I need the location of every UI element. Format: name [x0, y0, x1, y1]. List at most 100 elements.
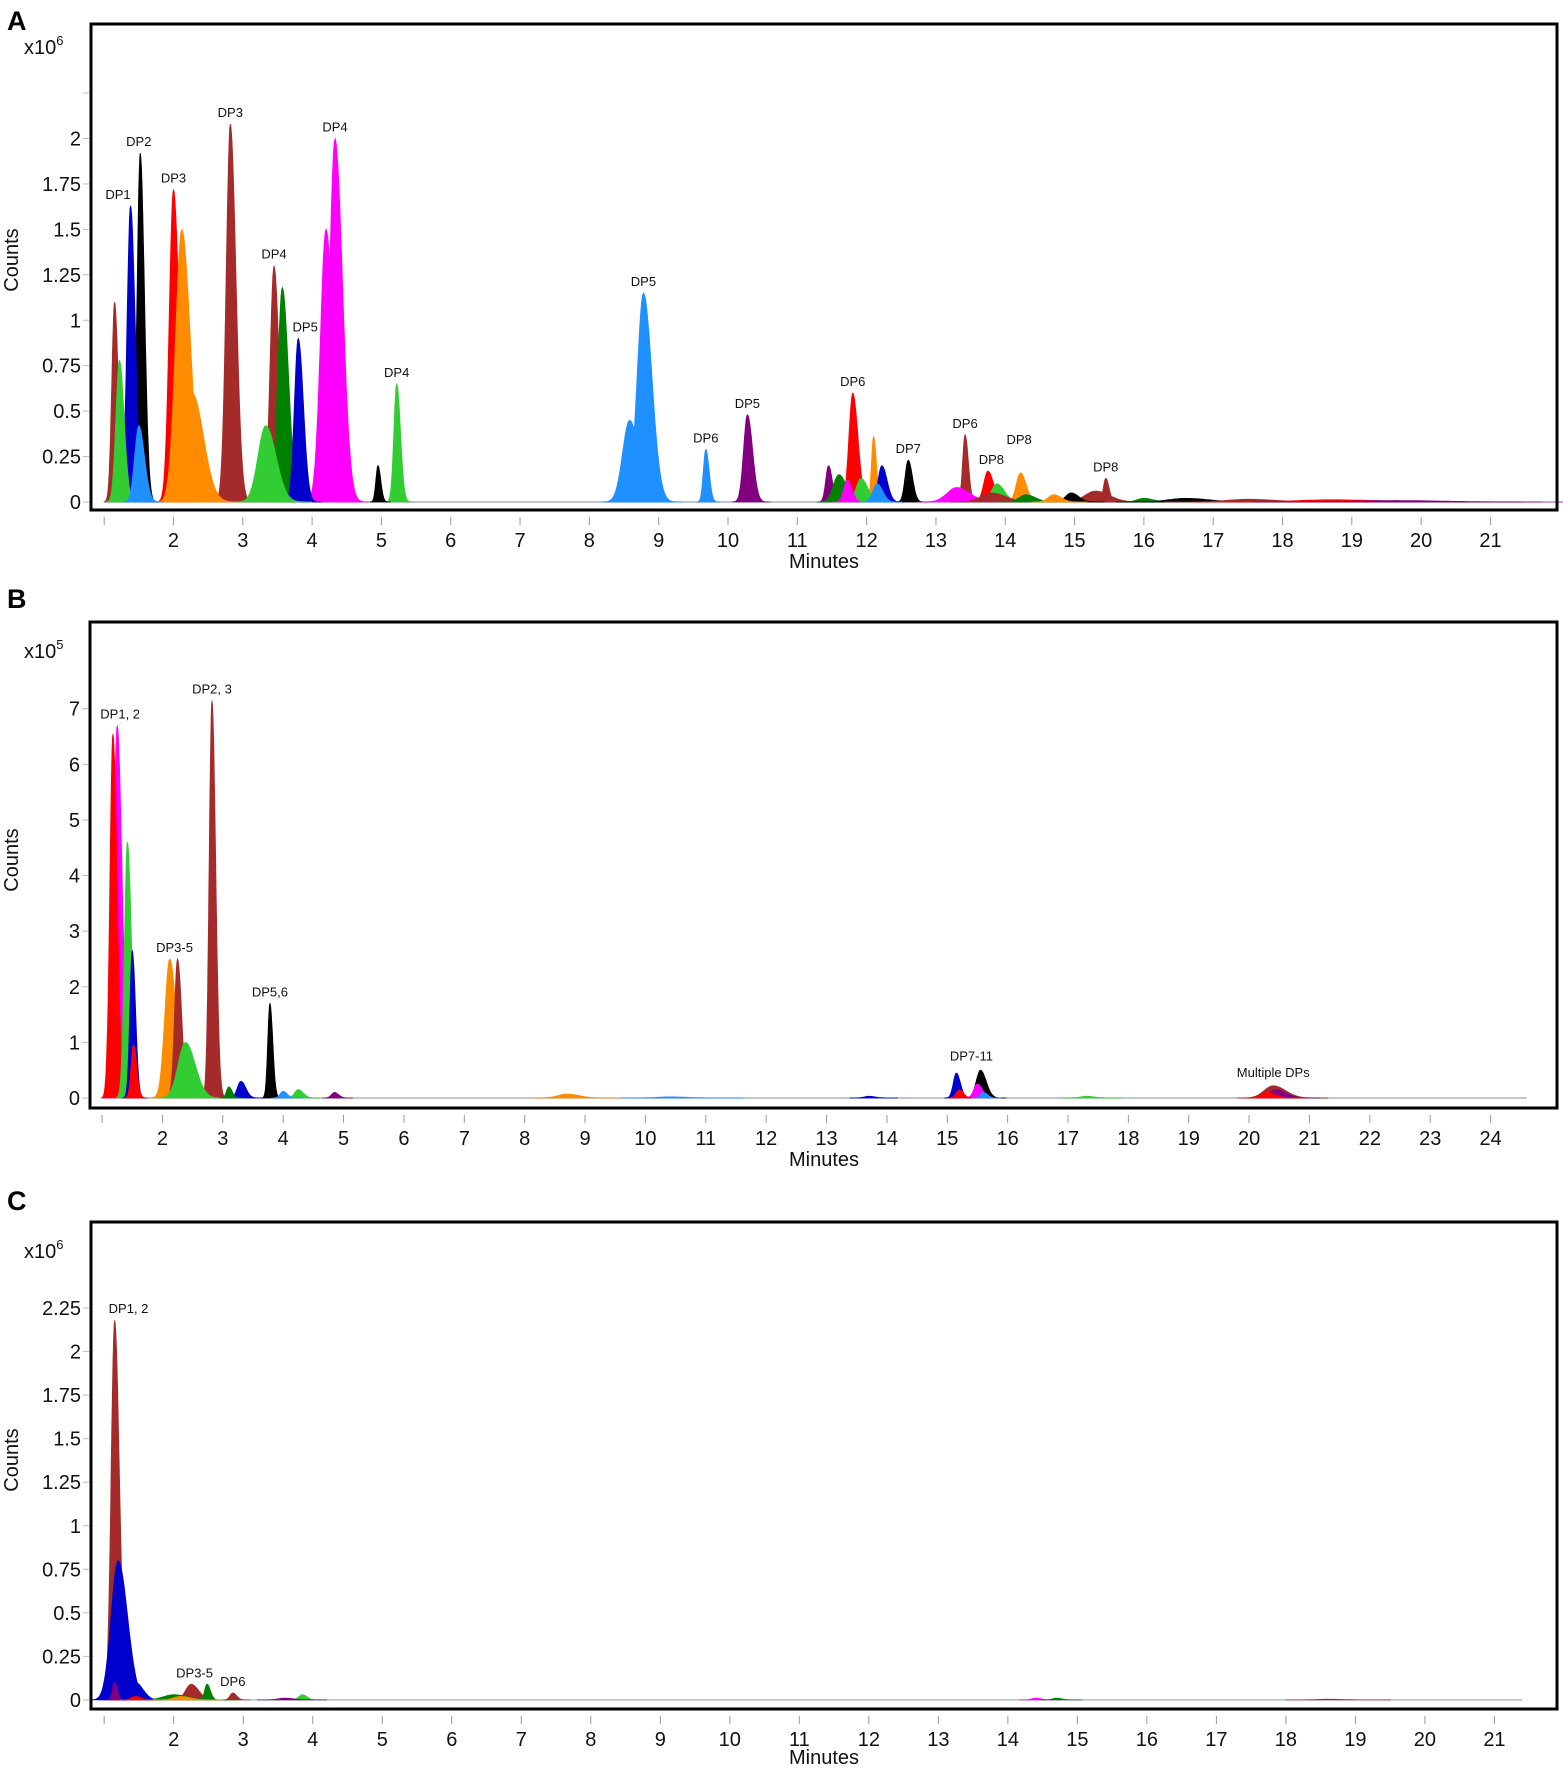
y-tick-label: 0.25 — [42, 1646, 81, 1668]
peak-annotation: DP5 — [735, 396, 760, 411]
x-tick-label: 15 — [1063, 530, 1085, 552]
peak-annotation: DP1 — [105, 187, 130, 202]
x-tick-label: 16 — [997, 1128, 1019, 1150]
y-tick-label: 0.75 — [42, 356, 81, 378]
x-tick-label: 12 — [858, 1729, 880, 1751]
y-tick-label: 1.75 — [42, 174, 81, 196]
peak-annotation: DP6 — [693, 430, 718, 445]
peak-annotation: DP4 — [322, 120, 347, 135]
panel-a: A DP1 DP2 DP3 DP3 DP4 DP5 DP4 DP4 DP5 DP6 DP5 DP6 DP7… — [1, 6, 1563, 573]
peak-annotation: DP7-11 — [950, 1048, 993, 1063]
peak-annotation: DP6 — [952, 416, 977, 431]
x-tick-label: 20 — [1414, 1729, 1436, 1751]
peak-annotation: DP8 — [979, 452, 1004, 467]
y-tick-label: 0 — [70, 1690, 81, 1712]
peak-annotation: DP3 — [161, 170, 186, 185]
x-tick-label: 18 — [1117, 1128, 1139, 1150]
x-tick-label: 8 — [585, 1729, 596, 1751]
x-tick-label: 16 — [1133, 530, 1155, 552]
peak-annotation: DP6 — [840, 374, 865, 389]
peak-annotation: DP5 — [293, 319, 318, 334]
peak-orange — [530, 1093, 622, 1099]
y-tick-label: 1.25 — [42, 1472, 81, 1494]
x-tick-label: 7 — [516, 1729, 527, 1751]
y-axis-label: Counts — [1, 1428, 23, 1491]
peak-purple — [257, 1697, 328, 1701]
peak-brown — [1285, 1698, 1391, 1701]
peak-annotation: DP5 — [631, 274, 656, 289]
x-tick-label: 17 — [1057, 1128, 1079, 1150]
peak-annotation: Multiple DPs — [1237, 1065, 1310, 1080]
y-tick-label: 1.5 — [53, 1429, 81, 1451]
y-tick-label: 7 — [69, 699, 80, 721]
peak-orange — [152, 1696, 223, 1701]
y-axis-label: Counts — [1, 828, 23, 891]
x-tick-label: 16 — [1136, 1729, 1158, 1751]
x-tick-label: 11 — [787, 530, 808, 552]
x-tick-label: 5 — [376, 530, 387, 552]
x-tick-label: 3 — [238, 1729, 249, 1751]
peak-skyblue — [696, 448, 721, 503]
x-tick-label: 9 — [655, 1729, 666, 1751]
y-tick-label: 0.25 — [42, 447, 81, 469]
panel-letter: A — [7, 6, 27, 36]
x-tick-label: 8 — [519, 1128, 530, 1150]
x-tick-label: 21 — [1479, 530, 1501, 552]
x-tick-label: 3 — [237, 530, 248, 552]
peak-purple — [322, 1091, 353, 1099]
peak-annotation: DP4 — [261, 247, 286, 262]
x-tick-label: 18 — [1275, 1729, 1297, 1751]
y-tick-label: 0.5 — [53, 1603, 81, 1625]
x-tick-label: 20 — [1238, 1128, 1260, 1150]
peak-annotation: DP6 — [220, 1674, 245, 1689]
x-tick-label: 2 — [168, 530, 179, 552]
y-multiplier: x106 — [24, 33, 63, 59]
x-tick-label: 6 — [398, 1128, 409, 1150]
x-tick-label: 13 — [925, 530, 947, 552]
x-tick-label: 6 — [446, 1729, 457, 1751]
peak-purple — [732, 414, 771, 503]
y-tick-label: 5 — [69, 810, 80, 832]
y-tick-label: 1 — [69, 1032, 80, 1054]
peak-orange — [158, 392, 243, 503]
x-tick-label: 22 — [1359, 1128, 1381, 1150]
peak-skyblue — [621, 1096, 743, 1099]
x-tick-label: 14 — [997, 1729, 1019, 1751]
y-tick-label: 0.5 — [53, 401, 81, 423]
peak-brown — [200, 700, 229, 1099]
x-tick-label: 18 — [1271, 530, 1293, 552]
panel-c: C DP1, 2 DP3-5 DP6 0 0.25 0.5 0.75 1 1.25 1.5 1.75 2… — [1, 1186, 1559, 1769]
x-tick-label: 10 — [719, 1729, 741, 1751]
y-tick-label: 2 — [69, 977, 80, 999]
x-tick-label: 9 — [653, 530, 664, 552]
y-tick-label: 2.25 — [42, 1298, 81, 1320]
y-tick-label: 6 — [69, 754, 80, 776]
y-tick-label: 1.75 — [42, 1385, 81, 1407]
x-tick-label: 9 — [579, 1128, 590, 1150]
x-tick-label: 7 — [514, 530, 525, 552]
plot-frame — [89, 1220, 1559, 1711]
peak-green — [235, 425, 312, 503]
y-tick-label: 2 — [70, 129, 81, 151]
y-multiplier: x105 — [24, 637, 63, 663]
x-tick-label: 4 — [307, 1729, 318, 1751]
peak-darkgreen — [1039, 1697, 1082, 1701]
peak-orange — [1031, 494, 1088, 503]
x-tick-label: 6 — [445, 530, 456, 552]
y-axis-label: Counts — [1, 228, 23, 291]
panel-letter: B — [7, 584, 27, 614]
peak-purple — [1254, 500, 1563, 503]
peak-annotation: DP2, 3 — [192, 681, 232, 696]
x-axis-label: Minutes — [789, 1747, 859, 1769]
x-tick-label: 4 — [307, 530, 318, 552]
y-tick-label: 0 — [70, 492, 81, 514]
peak-black — [369, 465, 391, 503]
y-tick-label: 0 — [69, 1088, 80, 1110]
y-tick-label: 2 — [70, 1342, 81, 1364]
peak-annotation: DP5,6 — [252, 984, 288, 999]
x-tick-label: 15 — [936, 1128, 958, 1150]
y-tick-label: 1 — [70, 310, 81, 332]
peak-annotation: DP3 — [218, 105, 243, 120]
multiplier-base: x10 — [24, 37, 56, 59]
